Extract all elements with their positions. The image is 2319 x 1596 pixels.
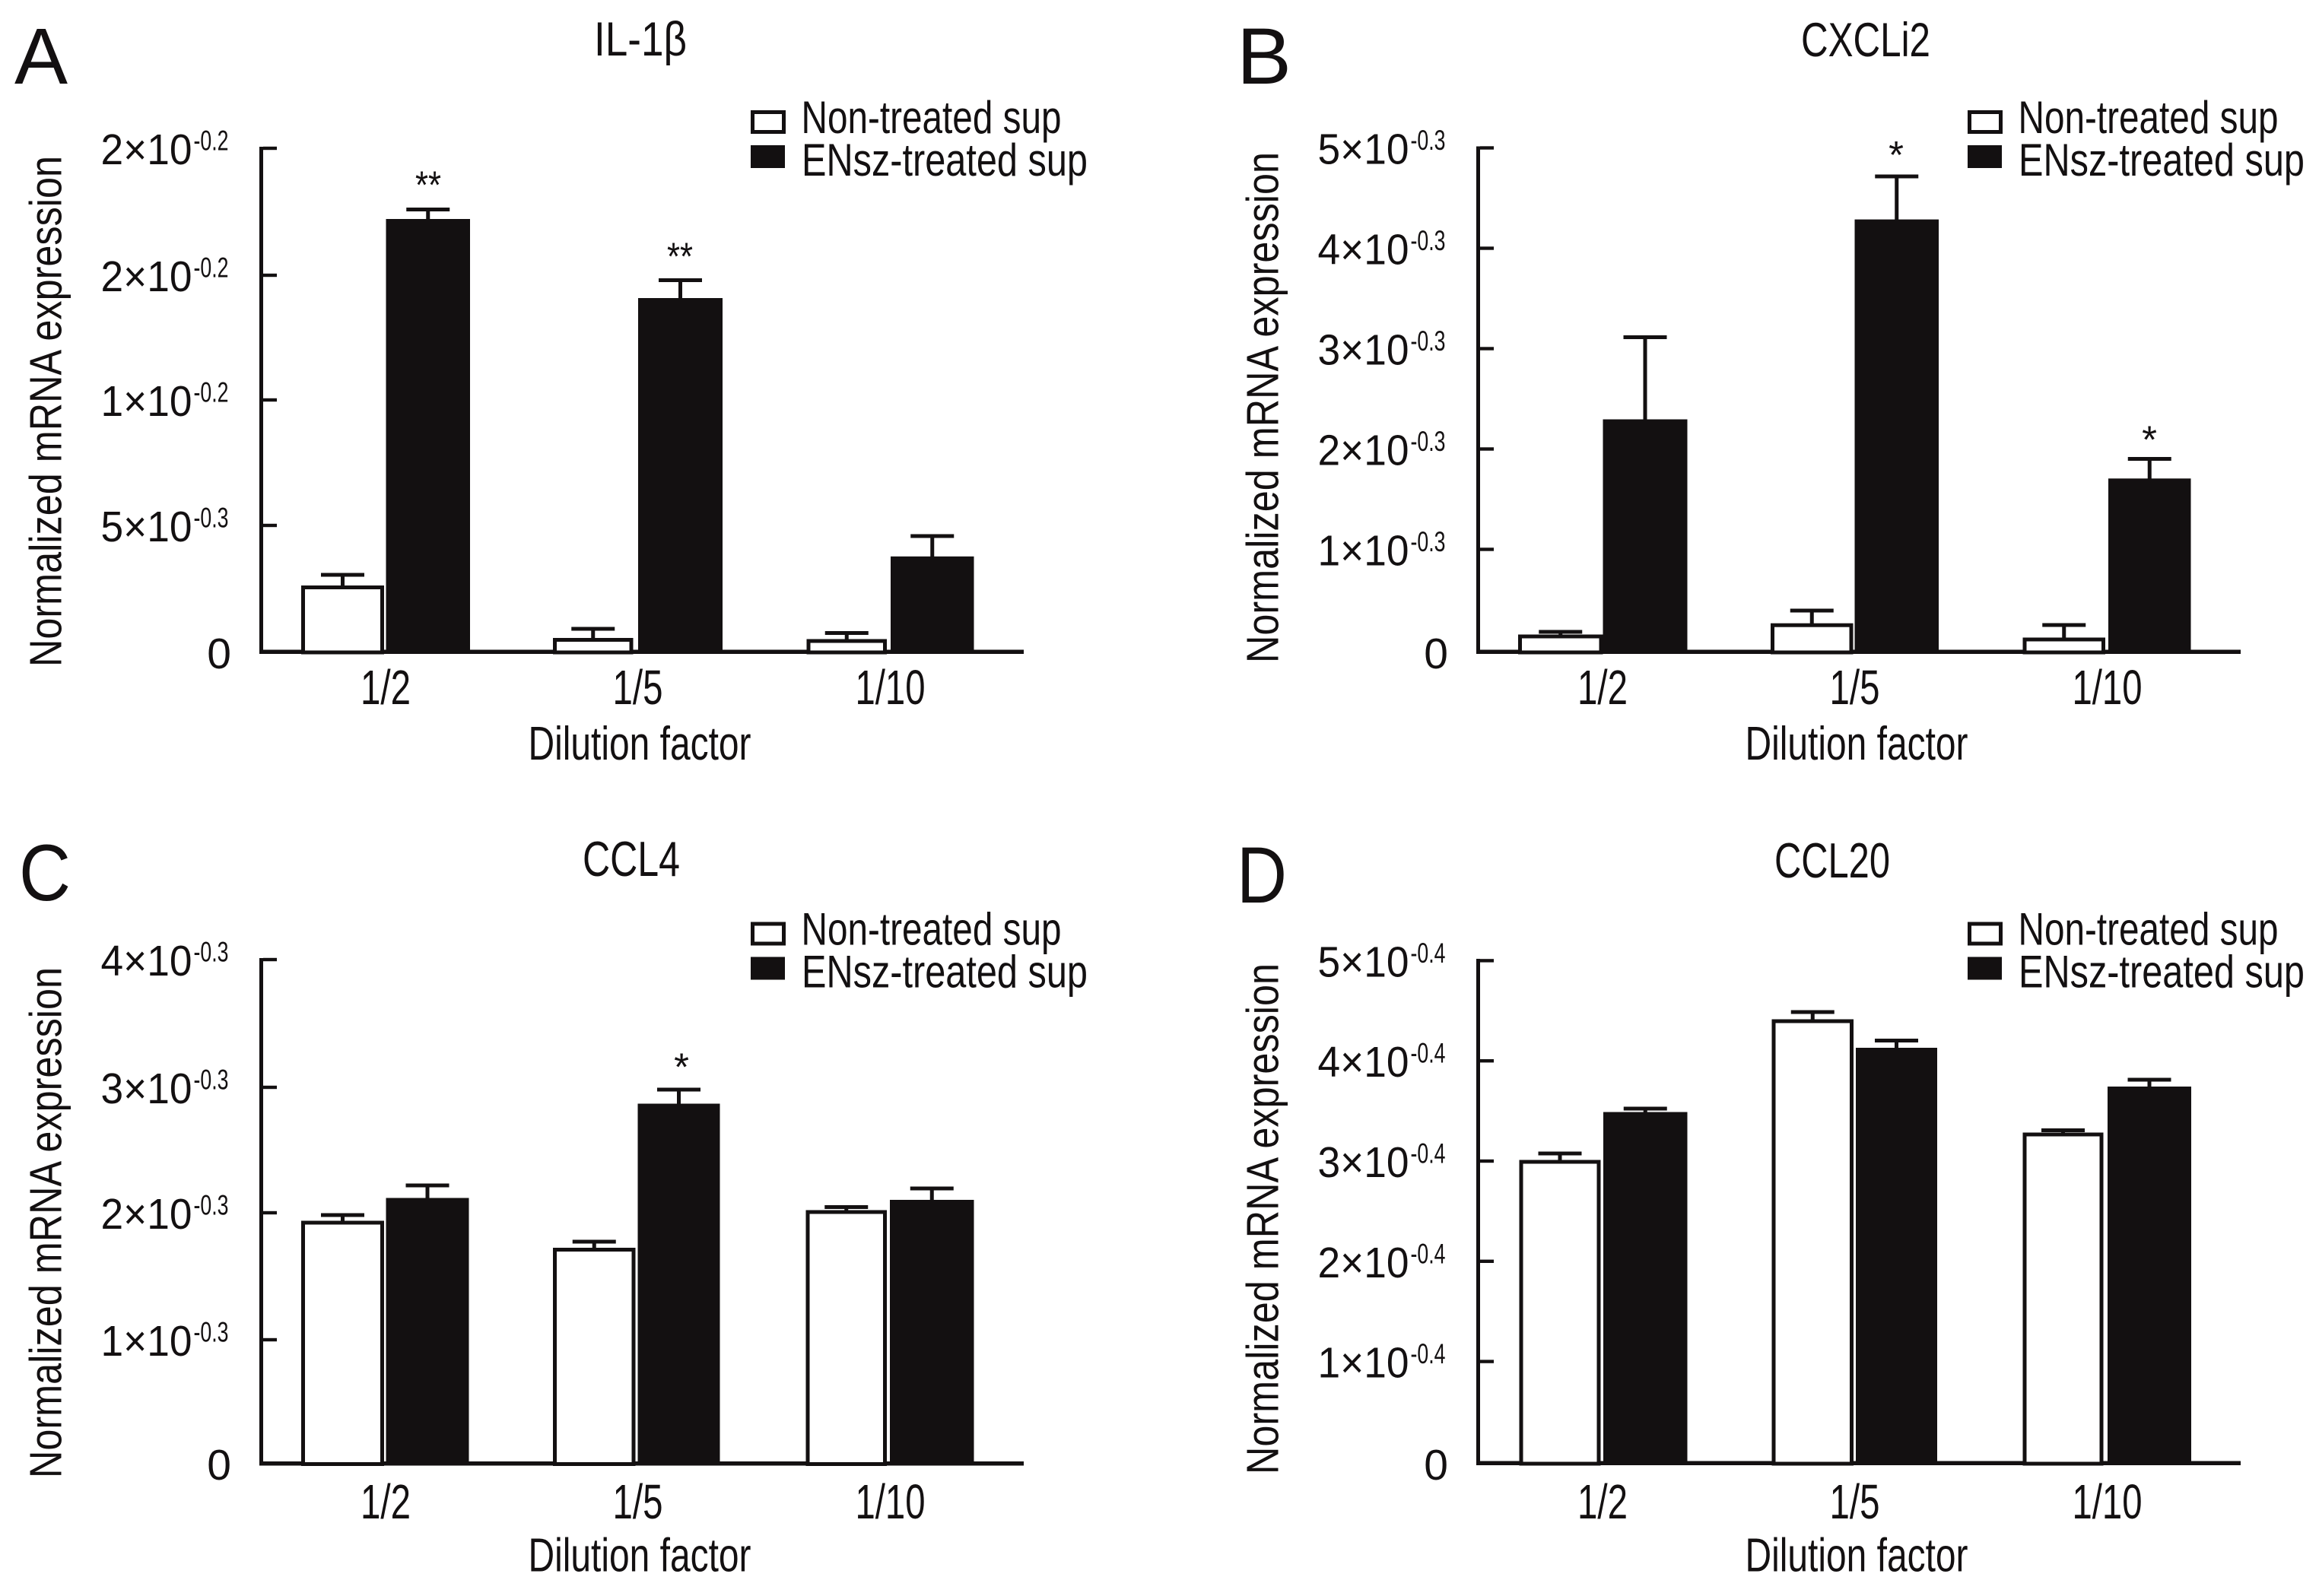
svg-text:-0.2: -0.2 (194, 377, 229, 408)
svg-text:1/10: 1/10 (856, 660, 926, 715)
svg-text:2×10: 2×10 (1318, 1239, 1409, 1287)
svg-text:1×10: 1×10 (1318, 1339, 1409, 1388)
svg-text:4×10: 4×10 (1318, 226, 1409, 274)
svg-text:CCL20: CCL20 (1774, 833, 1890, 888)
svg-text:CXCLi2: CXCLi2 (1801, 14, 1930, 67)
svg-text:*: * (674, 1045, 689, 1089)
svg-text:ENsz-treated sup: ENsz-treated sup (2019, 947, 2305, 998)
svg-text:2×10: 2×10 (101, 1190, 192, 1239)
svg-text:Dilution factor: Dilution factor (1746, 718, 1968, 770)
svg-text:-0.2: -0.2 (194, 252, 229, 284)
svg-text:Non-treated sup: Non-treated sup (802, 904, 1062, 955)
svg-text:1/10: 1/10 (856, 1474, 926, 1529)
svg-text:1×10: 1×10 (101, 377, 192, 426)
svg-text:0: 0 (1424, 630, 1448, 678)
svg-text:Dilution factor: Dilution factor (529, 718, 751, 770)
svg-text:ENsz-treated sup: ENsz-treated sup (2019, 135, 2305, 186)
svg-text:-0.3: -0.3 (194, 503, 229, 534)
svg-text:4×10: 4×10 (101, 937, 192, 985)
svg-text:3×10: 3×10 (101, 1065, 192, 1113)
svg-text:Normalized mRNA expression: Normalized mRNA expression (21, 156, 71, 667)
svg-text:-0.4: -0.4 (1411, 1338, 1446, 1369)
svg-text:1/10: 1/10 (2073, 660, 2143, 715)
svg-text:2×10: 2×10 (101, 252, 192, 301)
svg-text:1/5: 1/5 (613, 660, 663, 715)
svg-text:-0.3: -0.3 (194, 1317, 229, 1348)
svg-text:1/5: 1/5 (613, 1474, 663, 1529)
svg-text:-0.3: -0.3 (194, 937, 229, 968)
svg-text:-0.3: -0.3 (1411, 426, 1446, 457)
svg-text:1/10: 1/10 (2073, 1474, 2143, 1529)
svg-text:-0.2: -0.2 (194, 125, 229, 157)
svg-text:Normalized mRNA expression: Normalized mRNA expression (1238, 963, 1288, 1474)
svg-text:Non-treated sup: Non-treated sup (2019, 92, 2279, 143)
svg-text:5×10: 5×10 (101, 503, 192, 551)
svg-text:0: 0 (207, 1441, 231, 1490)
svg-text:**: ** (415, 163, 441, 207)
svg-text:0: 0 (207, 630, 231, 678)
svg-text:-0.3: -0.3 (1411, 325, 1446, 357)
svg-text:3×10: 3×10 (1318, 1138, 1409, 1187)
svg-text:-0.4: -0.4 (1411, 938, 1446, 969)
svg-text:-0.4: -0.4 (1411, 1238, 1446, 1269)
svg-text:Dilution factor: Dilution factor (1746, 1530, 1968, 1582)
svg-text:Non-treated sup: Non-treated sup (802, 92, 1062, 143)
svg-text:-0.4: -0.4 (1411, 1038, 1446, 1069)
svg-text:Normalized mRNA expression: Normalized mRNA expression (21, 967, 71, 1478)
svg-text:C: C (19, 829, 71, 918)
svg-text:*: * (1889, 133, 1904, 176)
svg-text:**: ** (667, 235, 693, 278)
svg-text:1/5: 1/5 (1830, 660, 1880, 715)
svg-text:1/5: 1/5 (1830, 1474, 1880, 1529)
svg-text:IL-1β: IL-1β (594, 13, 687, 66)
svg-text:-0.3: -0.3 (1411, 526, 1446, 557)
svg-text:1×10: 1×10 (1318, 527, 1409, 576)
svg-text:CCL4: CCL4 (583, 831, 680, 887)
svg-text:-0.3: -0.3 (194, 1190, 229, 1221)
svg-text:ENsz-treated sup: ENsz-treated sup (802, 135, 1088, 186)
svg-text:2×10: 2×10 (101, 125, 192, 174)
svg-text:A: A (14, 12, 68, 101)
svg-text:1/2: 1/2 (361, 660, 411, 715)
svg-text:D: D (1237, 831, 1287, 920)
svg-text:1×10: 1×10 (101, 1317, 192, 1366)
svg-text:ENsz-treated sup: ENsz-treated sup (802, 947, 1088, 998)
svg-text:B: B (1237, 12, 1291, 101)
svg-text:4×10: 4×10 (1318, 1038, 1409, 1087)
svg-text:*: * (2142, 418, 2157, 462)
svg-text:1/2: 1/2 (1577, 1474, 1628, 1529)
svg-text:0: 0 (1424, 1441, 1448, 1490)
svg-text:-0.3: -0.3 (1411, 225, 1446, 256)
svg-text:Non-treated sup: Non-treated sup (2019, 904, 2279, 955)
svg-text:5×10: 5×10 (1318, 938, 1409, 986)
svg-text:-0.3: -0.3 (1411, 125, 1446, 156)
svg-text:1/2: 1/2 (1577, 660, 1628, 715)
svg-text:Normalized mRNA expression: Normalized mRNA expression (1238, 152, 1288, 663)
svg-text:1/2: 1/2 (361, 1474, 411, 1529)
svg-text:-0.3: -0.3 (194, 1065, 229, 1096)
svg-text:5×10: 5×10 (1318, 125, 1409, 174)
svg-text:2×10: 2×10 (1318, 427, 1409, 475)
svg-text:-0.4: -0.4 (1411, 1138, 1446, 1169)
svg-text:Dilution factor: Dilution factor (529, 1530, 751, 1582)
svg-text:3×10: 3×10 (1318, 326, 1409, 375)
